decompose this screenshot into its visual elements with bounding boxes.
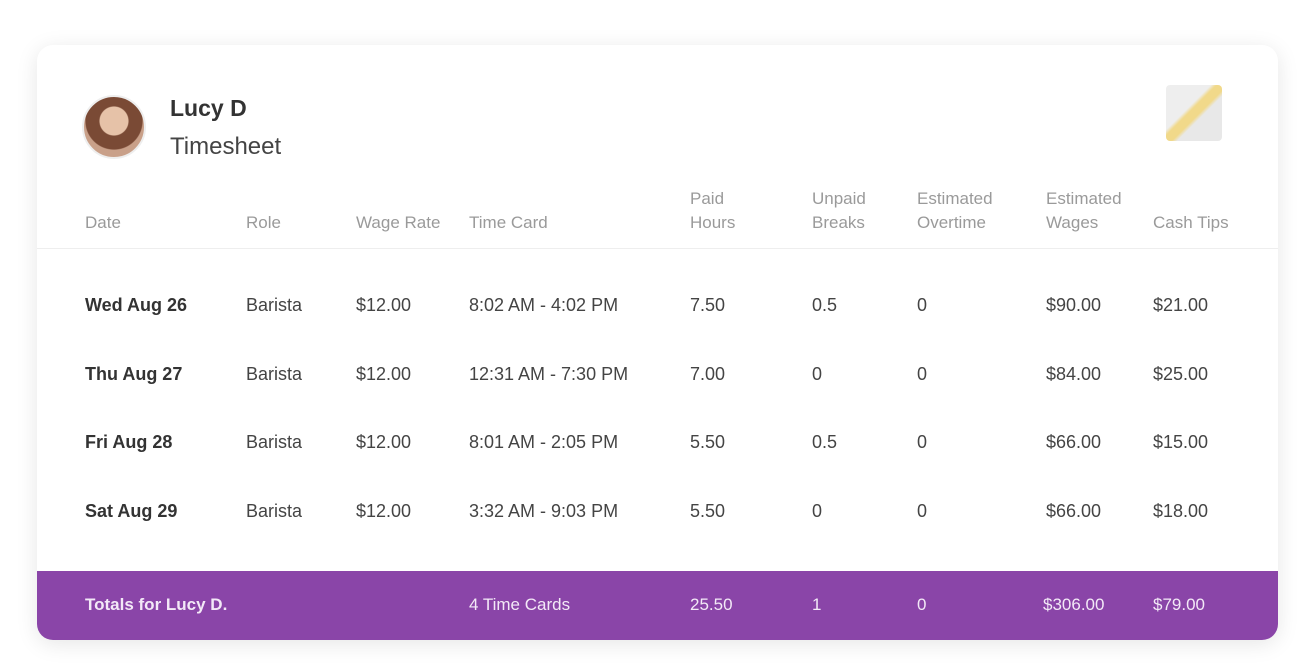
total-unpaid-breaks: 1	[812, 595, 822, 614]
column-header: Unpaid Breaks	[812, 189, 866, 232]
column-header: Cash Tips	[1153, 213, 1229, 232]
cell: $12.00	[356, 364, 412, 384]
cell: 0	[917, 295, 928, 315]
row-date: Fri Aug 28	[85, 432, 173, 452]
column-header: Time Card	[469, 213, 548, 232]
cell: $15.00	[1153, 432, 1209, 452]
cell: $66.00	[1046, 501, 1102, 521]
cell: $12.00	[356, 432, 412, 452]
cell: 0	[917, 501, 928, 521]
employee-name: Lucy D	[170, 95, 247, 121]
cell: 0	[812, 364, 823, 384]
total-estimated-overtime: 0	[917, 595, 927, 614]
totals-bar: Totals for Lucy D. 4 Time Cards 25.50 1 0 $30…	[37, 571, 1278, 640]
cell: $90.00	[1046, 295, 1102, 315]
cell: 0	[812, 501, 823, 521]
cell: 8:01 AM - 2:05 PM	[469, 432, 619, 452]
cell: 0	[917, 432, 928, 452]
avatar	[82, 95, 146, 159]
row-date: Sat Aug 29	[85, 501, 178, 521]
cell: 8:02 AM - 4:02 PM	[469, 295, 619, 315]
row-date: Thu Aug 27	[85, 364, 183, 384]
cell: 0.5	[812, 432, 838, 452]
cell: 5.50	[690, 501, 726, 521]
cell: $21.00	[1153, 295, 1209, 315]
cell: Barista	[246, 364, 303, 384]
cell: $12.00	[356, 295, 412, 315]
cell: 12:31 AM - 7:30 PM	[469, 364, 629, 384]
timesheet-card: Lucy D Timesheet Totals for Lucy D. 4 Tim…	[37, 45, 1278, 640]
header-divider	[37, 248, 1278, 249]
column-header: Paid Hours	[690, 189, 736, 232]
cell: 0	[917, 364, 928, 384]
column-header: Wage Rate	[356, 213, 441, 232]
cell: 3:32 AM - 9:03 PM	[469, 501, 619, 521]
cell: $84.00	[1046, 364, 1102, 384]
row-date: Wed Aug 26	[85, 295, 188, 315]
cell: Barista	[246, 432, 303, 452]
cell: Barista	[246, 501, 303, 521]
map-thumbnail[interactable]	[1166, 85, 1222, 141]
cell: 5.50	[690, 432, 726, 452]
cell: $66.00	[1046, 432, 1102, 452]
cell: Barista	[246, 295, 303, 315]
cell: $25.00	[1153, 364, 1209, 384]
subtitle: Timesheet	[170, 133, 282, 160]
cell: 7.00	[690, 364, 726, 384]
total-estimated-wages: $306.00	[1043, 595, 1105, 614]
cell: 0.5	[812, 295, 838, 315]
total-cash-tips: $79.00	[1153, 595, 1205, 614]
cell: $18.00	[1153, 501, 1209, 521]
cell: 7.50	[690, 295, 726, 315]
total-paid-hours: 25.50	[690, 595, 733, 614]
column-header: Role	[246, 213, 281, 232]
column-header: Date	[85, 213, 121, 232]
column-header: Estimated Wages	[1046, 189, 1122, 232]
column-header: Estimated Overtime	[917, 189, 993, 232]
cell: $12.00	[356, 501, 412, 521]
total-time-cards: 4 Time Cards	[469, 595, 571, 614]
total-label: Totals for Lucy D.	[85, 595, 228, 614]
